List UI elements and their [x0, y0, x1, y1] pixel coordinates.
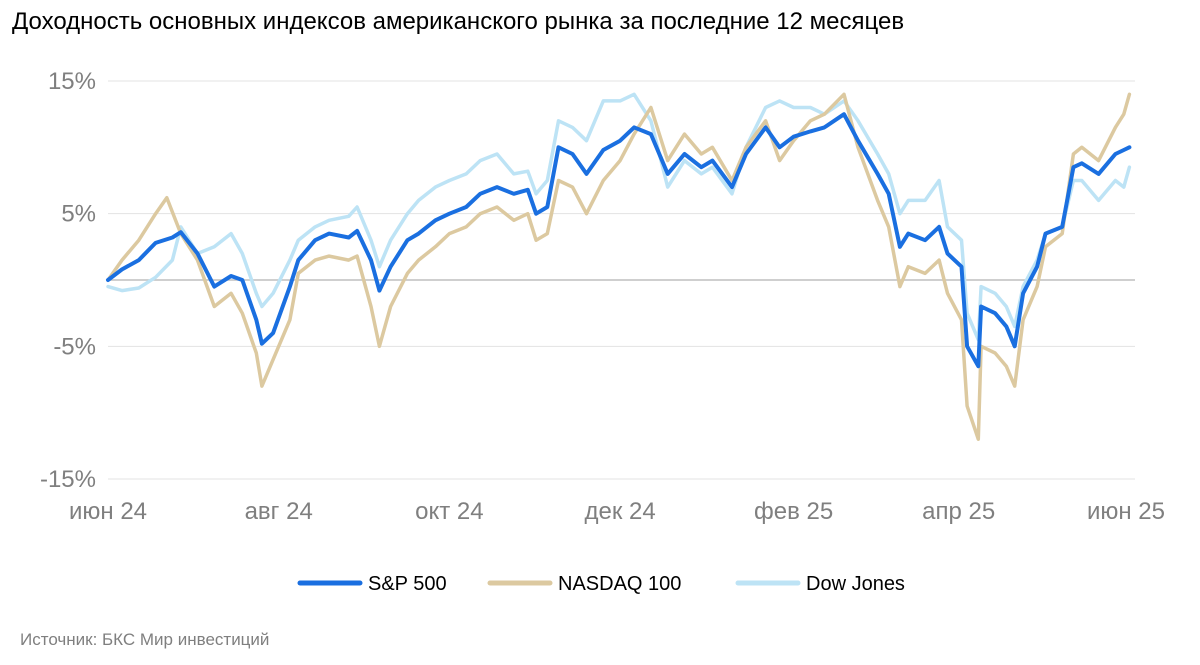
x-axis-ticks: июн 24 авг 24 окт 24 дек 24 фев 25 апр 25 июн … — [69, 498, 1165, 525]
series-line-dow-jones — [106, 92, 1132, 342]
series-layer — [106, 92, 1132, 441]
legend: S&P 500 NASDAQ 100 Dow Jones — [297, 573, 905, 595]
y-tick-label: 5% — [61, 201, 96, 228]
y-tick-label: -5% — [53, 333, 96, 360]
source-note: Источник: БКС Мир инвестиций — [20, 630, 270, 649]
legend-label: S&P 500 — [368, 573, 447, 595]
y-tick-label: 15% — [48, 68, 96, 95]
series-line-s-p-500 — [106, 112, 1132, 369]
series-line-nasdaq-100 — [106, 92, 1132, 441]
chart-title: Доходность основных индексов американско… — [12, 8, 905, 35]
y-tick-label: -15% — [40, 466, 96, 493]
legend-label: NASDAQ 100 — [558, 573, 681, 595]
x-tick-label: июн 24 — [69, 498, 147, 525]
x-tick-label: дек 24 — [584, 498, 655, 525]
x-tick-label: июн 25 — [1087, 498, 1165, 525]
legend-label: Dow Jones — [806, 573, 905, 595]
x-tick-label: апр 25 — [922, 498, 995, 525]
x-tick-label: окт 24 — [415, 498, 483, 525]
y-axis-ticks: 15% 5% -5% -15% — [40, 68, 96, 493]
line-chart: 15% 5% -5% -15% июн 24 авг 24 окт 24 дек 24 фев… — [40, 68, 1165, 595]
x-tick-label: авг 24 — [245, 498, 313, 525]
x-tick-label: фев 25 — [754, 498, 833, 525]
